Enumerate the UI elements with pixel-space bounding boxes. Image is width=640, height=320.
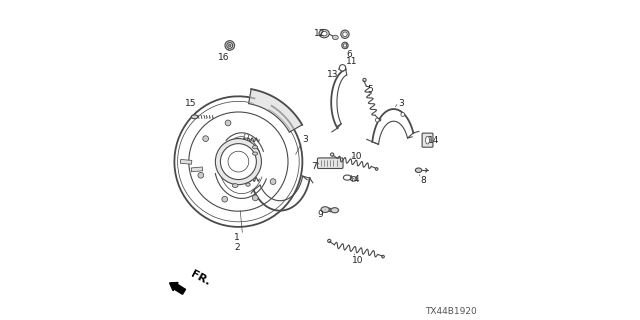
Text: FR.: FR. [189, 268, 212, 287]
Ellipse shape [342, 42, 348, 49]
Ellipse shape [252, 152, 257, 155]
Text: 3: 3 [399, 100, 404, 108]
Text: 9: 9 [317, 210, 323, 219]
Text: 6: 6 [347, 50, 352, 59]
FancyBboxPatch shape [422, 133, 433, 147]
Text: 16: 16 [218, 53, 230, 62]
Text: 11: 11 [346, 57, 358, 66]
Text: 2: 2 [234, 243, 239, 252]
Ellipse shape [343, 32, 347, 36]
Ellipse shape [228, 44, 231, 47]
Text: 8: 8 [420, 176, 426, 185]
Text: 4: 4 [354, 175, 360, 184]
Text: 14: 14 [428, 136, 439, 145]
Text: 10: 10 [352, 256, 364, 265]
Ellipse shape [246, 183, 250, 186]
Polygon shape [248, 89, 302, 132]
Ellipse shape [252, 195, 258, 201]
FancyArrow shape [170, 283, 186, 294]
Ellipse shape [198, 172, 204, 178]
Ellipse shape [203, 136, 209, 141]
Text: 12: 12 [314, 29, 326, 38]
Ellipse shape [331, 208, 339, 213]
Text: 10: 10 [351, 152, 362, 161]
Ellipse shape [252, 146, 257, 149]
Ellipse shape [232, 184, 238, 188]
Text: 1: 1 [234, 233, 239, 242]
Ellipse shape [215, 139, 262, 185]
Ellipse shape [426, 136, 429, 144]
Ellipse shape [225, 120, 231, 126]
Ellipse shape [321, 31, 327, 36]
Text: 5: 5 [367, 85, 373, 94]
Ellipse shape [340, 30, 349, 38]
Ellipse shape [222, 196, 228, 202]
Text: 13: 13 [327, 70, 339, 79]
Ellipse shape [401, 113, 404, 116]
Ellipse shape [227, 43, 233, 48]
Ellipse shape [339, 65, 346, 71]
Ellipse shape [343, 44, 347, 47]
Bar [180, 159, 192, 164]
FancyBboxPatch shape [317, 158, 343, 168]
Text: 15: 15 [185, 100, 196, 108]
Ellipse shape [220, 144, 257, 180]
Ellipse shape [375, 118, 379, 122]
Ellipse shape [333, 35, 339, 40]
Text: TX44B1920: TX44B1920 [425, 307, 477, 316]
Ellipse shape [319, 29, 329, 38]
Text: 7: 7 [311, 162, 316, 171]
Text: 3: 3 [302, 135, 308, 144]
Bar [191, 167, 203, 172]
Ellipse shape [244, 134, 249, 138]
Ellipse shape [415, 168, 422, 172]
Ellipse shape [191, 115, 198, 119]
Ellipse shape [321, 207, 330, 212]
Ellipse shape [225, 41, 235, 50]
Ellipse shape [270, 179, 276, 184]
FancyBboxPatch shape [244, 161, 260, 167]
